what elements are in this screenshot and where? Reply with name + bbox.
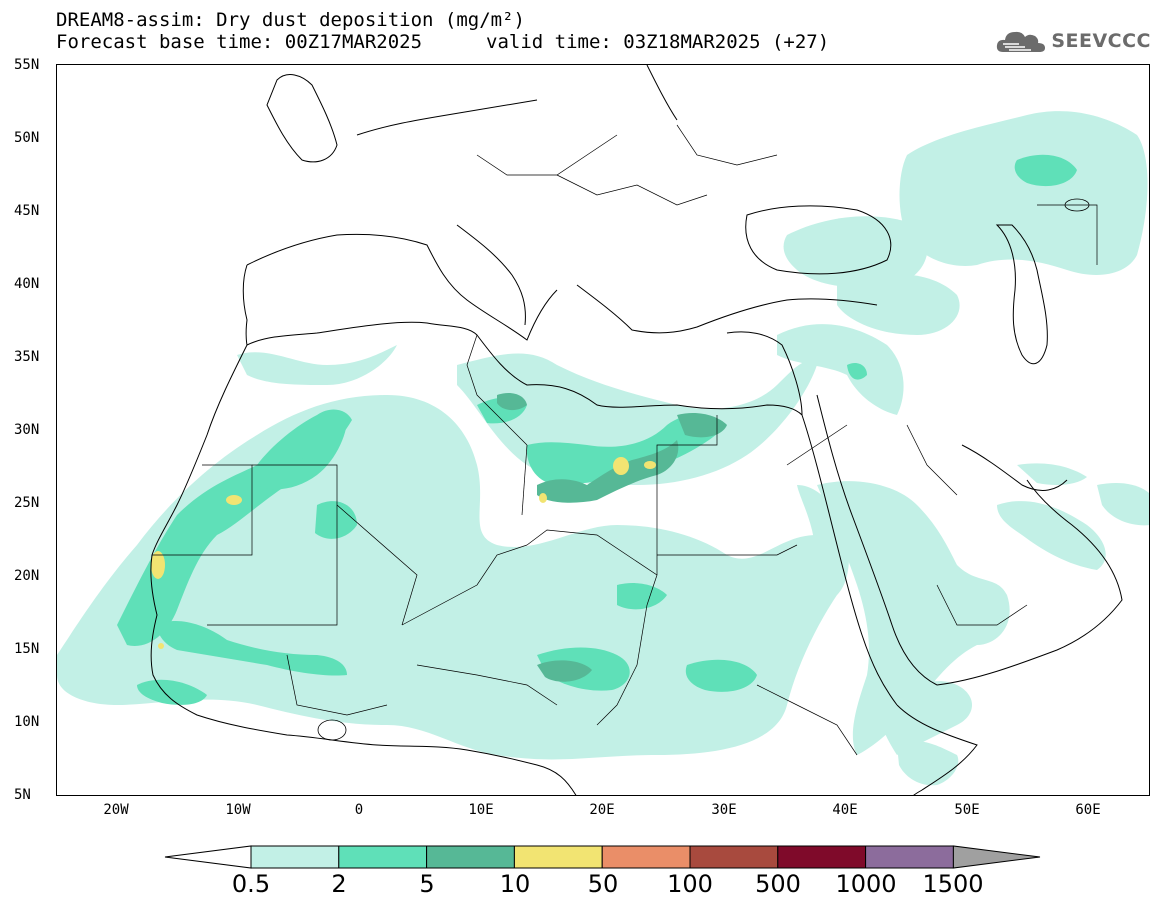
- lon-label: 10W: [225, 802, 251, 818]
- logo-text: SEEVCCC: [1051, 30, 1151, 52]
- lakes: [317, 198, 1090, 741]
- dust-deposition-map: [57, 65, 1149, 795]
- colorbar-segment: [689, 845, 779, 869]
- forecast-base-time: Forecast base time: 00Z17MAR2025: [56, 31, 423, 53]
- colorbar-segment: [601, 845, 691, 869]
- lon-label: 60E: [1075, 802, 1101, 818]
- colorbar-segment: [513, 845, 603, 869]
- lon-label: 0: [354, 802, 364, 818]
- legend-label: 0.5: [231, 870, 271, 898]
- legend-label: 1500: [922, 870, 984, 898]
- lat-label: 10N: [14, 714, 40, 730]
- colorbar-segment: [865, 845, 954, 869]
- colorbar-arrow-low: [164, 845, 252, 869]
- lat-label: 45N: [14, 203, 40, 219]
- lon-label: 50E: [954, 802, 980, 818]
- lon-label: 20W: [103, 802, 129, 818]
- seevccc-logo: SEEVCCC: [995, 26, 1151, 56]
- lat-label: 20N: [14, 568, 40, 584]
- coastlines: [150, 65, 1123, 795]
- map-title: DREAM8-assim: Dry dust deposition (mg/m²…: [56, 9, 525, 31]
- deposition-band-10-50: [151, 457, 656, 649]
- lat-label: 30N: [14, 422, 40, 438]
- lon-label: 10E: [468, 802, 494, 818]
- map-panel: [56, 64, 1150, 796]
- colorbar-arrow-high: [952, 845, 1041, 869]
- legend-label: 2: [331, 870, 347, 898]
- valid-time: valid time: 03Z18MAR2025 (+27): [486, 31, 830, 53]
- lon-label: 30E: [711, 802, 737, 818]
- legend-label: 50: [587, 870, 619, 898]
- lon-label: 40E: [832, 802, 858, 818]
- lon-label: 20E: [589, 802, 615, 818]
- lat-label: 15N: [14, 641, 40, 657]
- lat-label: 25N: [14, 495, 40, 511]
- legend-label: 5: [419, 870, 435, 898]
- deposition-band-5-10: [497, 393, 727, 682]
- lat-label: 5N: [14, 787, 31, 803]
- legend-label: 1000: [835, 870, 897, 898]
- lat-label: 40N: [14, 276, 40, 292]
- legend-label: 500: [755, 870, 801, 898]
- legend-label: 10: [499, 870, 531, 898]
- lat-label: 55N: [14, 57, 40, 73]
- legend-label: 100: [667, 870, 713, 898]
- colorbar: [164, 845, 1041, 869]
- lat-label: 50N: [14, 130, 40, 146]
- colorbar-segments: [164, 845, 1041, 869]
- lat-label: 35N: [14, 349, 40, 365]
- country-borders: [152, 124, 1098, 756]
- colorbar-segment: [777, 845, 867, 869]
- cloud-logo-icon: [997, 31, 1046, 52]
- colorbar-segment: [338, 845, 428, 869]
- colorbar-segment: [426, 845, 515, 869]
- colorbar-segment: [250, 845, 340, 869]
